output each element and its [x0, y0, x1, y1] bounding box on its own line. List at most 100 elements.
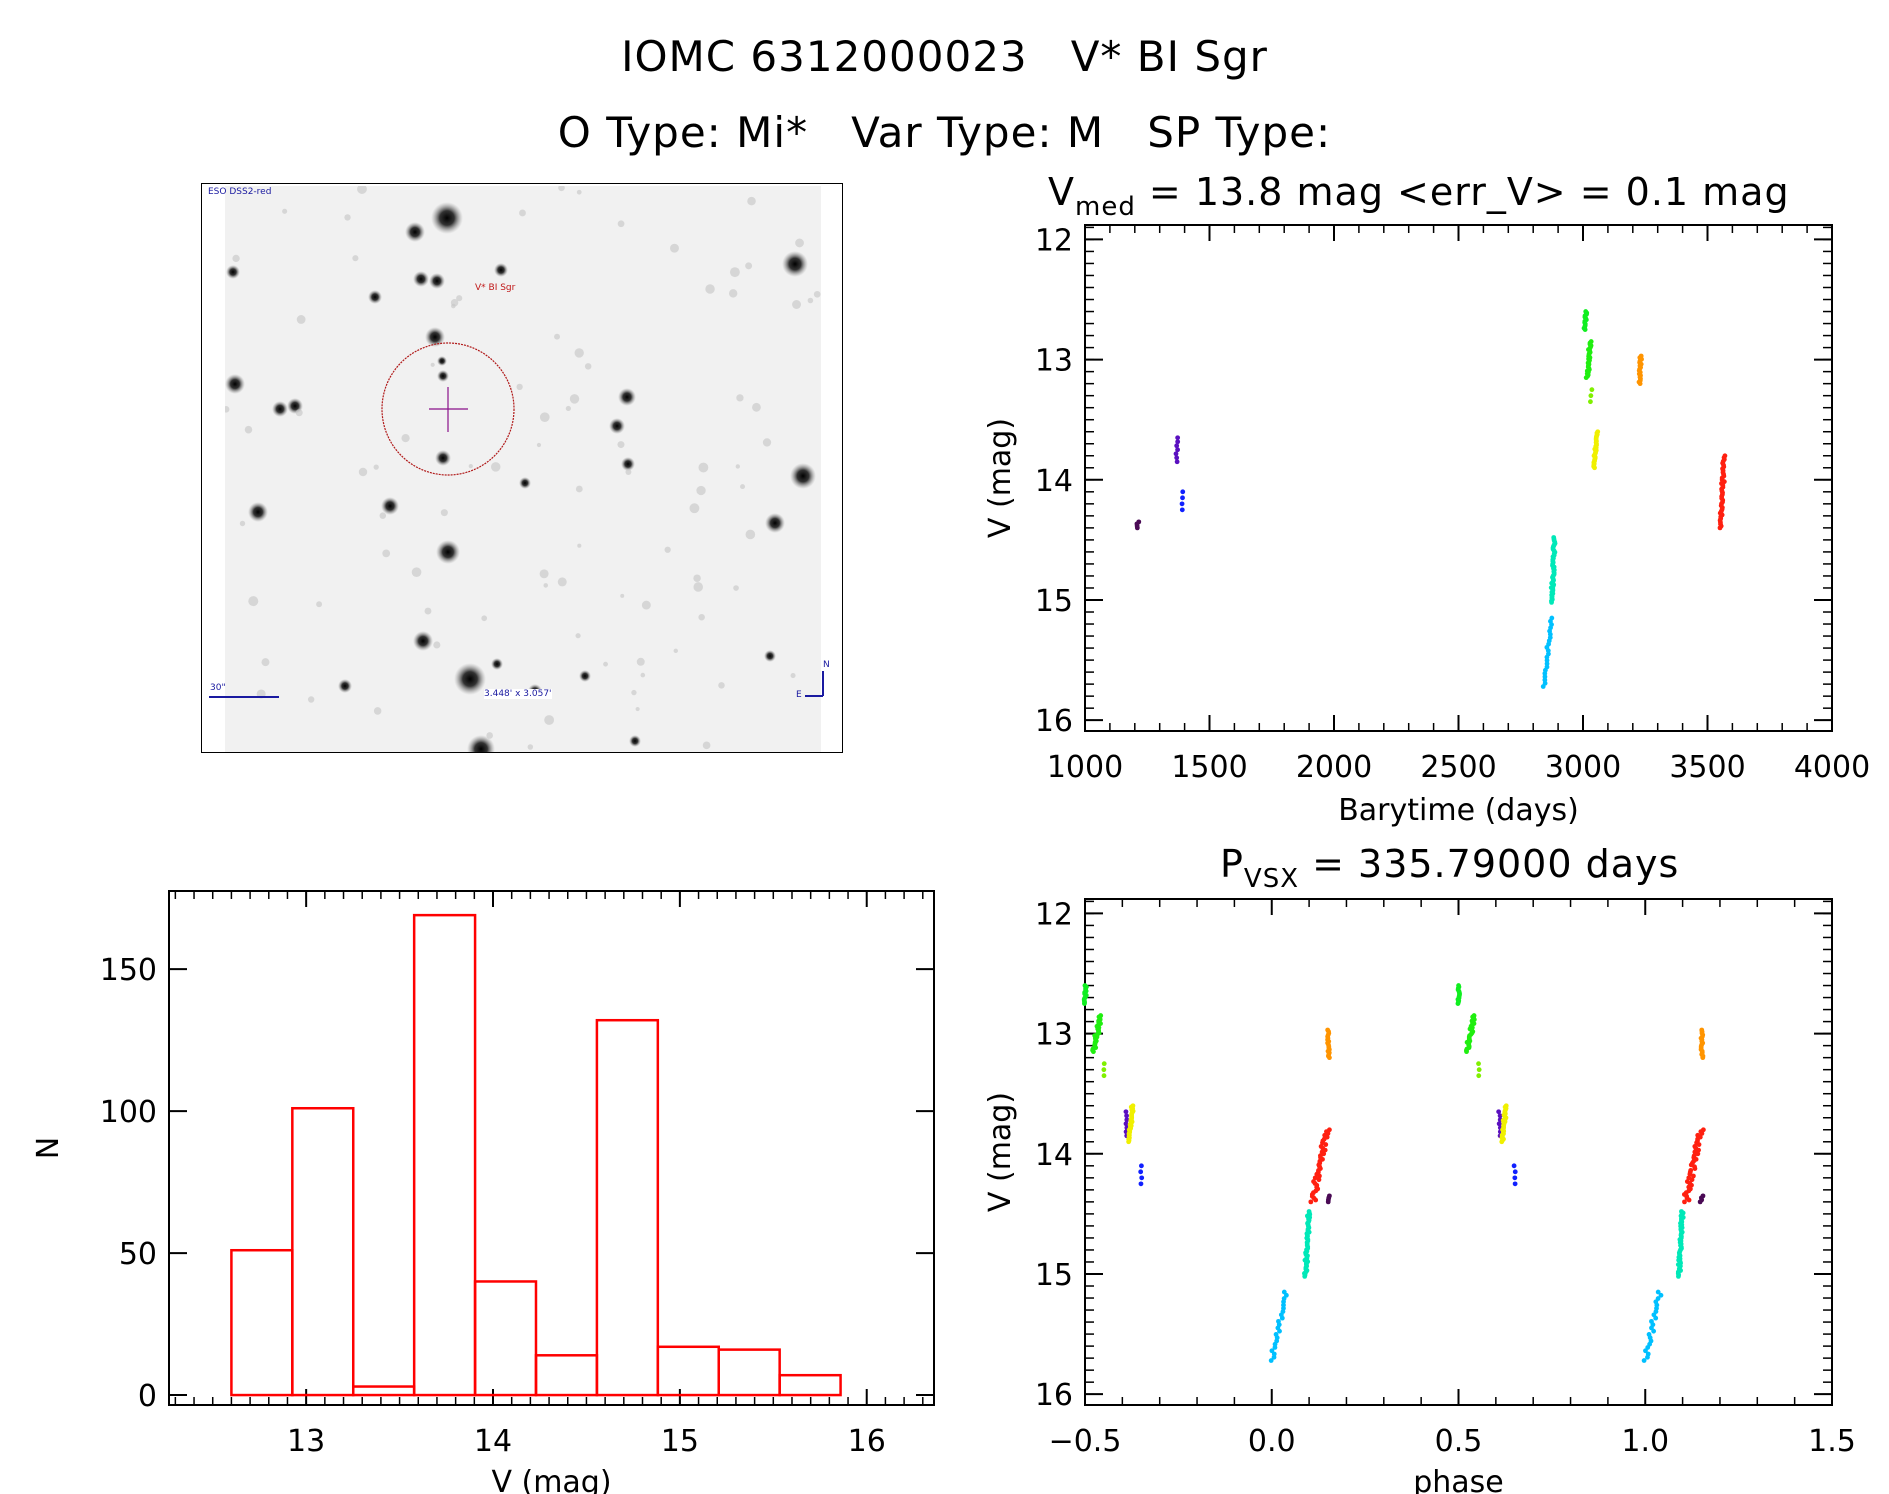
- star: [579, 670, 591, 682]
- star: [431, 202, 463, 234]
- histogram-bar: [351, 1385, 416, 1397]
- data-point: [1464, 1049, 1469, 1055]
- phaseplot-title-p: P: [1220, 842, 1244, 886]
- y-tick-label: 100: [100, 1095, 157, 1130]
- data-point: [1549, 599, 1554, 605]
- faint-star: [718, 682, 725, 689]
- star: [413, 631, 433, 651]
- faint-star: [693, 574, 701, 582]
- data-point: [1101, 1067, 1107, 1073]
- data-point: [1695, 1151, 1701, 1157]
- faint-star: [352, 255, 359, 262]
- data-point: [1174, 459, 1180, 465]
- faint-star: [373, 464, 379, 470]
- faint-star: [440, 509, 448, 517]
- data-point: [1279, 1315, 1285, 1321]
- data-point: [1692, 1166, 1698, 1171]
- histogram-plot: 13 14 15 16 0 50 100 150 V (mag) N: [31, 890, 935, 1494]
- faint-star: [519, 209, 526, 217]
- faint-star: [481, 615, 488, 622]
- star: [782, 251, 808, 277]
- faint-star: [373, 707, 382, 715]
- data-point: [1312, 1175, 1318, 1181]
- faint-star: [752, 402, 761, 412]
- data-point: [1271, 1354, 1277, 1360]
- faint-star: [261, 658, 270, 667]
- y-tick-label: 14: [1035, 464, 1073, 499]
- faint-star: [584, 363, 592, 370]
- faint-star: [728, 289, 738, 298]
- faint-star: [790, 673, 796, 679]
- data-point: [1175, 435, 1181, 441]
- data-point: [1101, 1061, 1107, 1067]
- x-tick-label: 1.0: [1621, 1424, 1669, 1459]
- data-point: [1175, 447, 1180, 453]
- faint-star: [575, 633, 581, 639]
- y-tick-label: 150: [100, 953, 157, 988]
- faint-star: [239, 520, 246, 527]
- data-point: [1180, 489, 1186, 495]
- faint-star: [636, 657, 645, 666]
- data-point: [1179, 501, 1185, 507]
- lightcurve-plot: 1000 1500 2000 2500 3000 3500 4000 12 13 14 15 16 Ba…: [983, 223, 1870, 828]
- star: [454, 663, 486, 695]
- histogram-bar: [656, 1345, 720, 1397]
- data-point: [1512, 1181, 1518, 1187]
- star: [790, 463, 816, 489]
- x-tick-label: 13: [287, 1424, 325, 1459]
- data-point: [1091, 1049, 1096, 1055]
- data-point: [1175, 439, 1181, 445]
- faint-star: [635, 706, 640, 712]
- data-point: [1123, 1109, 1129, 1115]
- data-point: [1653, 1315, 1659, 1321]
- data-point: [1643, 1348, 1648, 1354]
- histogram-bar: [230, 1248, 294, 1397]
- data-point: [1476, 1073, 1482, 1079]
- star: [764, 650, 776, 662]
- faint-star: [244, 425, 253, 434]
- faint-star: [729, 267, 740, 278]
- y-tick-label: 14: [1035, 1138, 1073, 1173]
- data-point: [1134, 525, 1140, 531]
- faint-star: [450, 298, 459, 307]
- faint-star: [625, 469, 632, 475]
- data-point: [1316, 1177, 1322, 1183]
- phaseplot-title-sub: VSX: [1243, 864, 1300, 894]
- x-tick-label: 16: [848, 1424, 886, 1459]
- x-tick-label: 4000: [1794, 750, 1870, 785]
- data-point: [1690, 1173, 1696, 1179]
- faint-star: [232, 254, 240, 263]
- faint-star: [762, 438, 772, 447]
- faint-star: [577, 543, 582, 548]
- lightcurve-title-v: V: [1048, 170, 1075, 214]
- y-tick-label: 13: [1035, 1018, 1073, 1053]
- north-label: N: [823, 660, 830, 670]
- faint-star: [456, 295, 463, 302]
- x-tick-label: 1000: [1047, 750, 1123, 785]
- faint-star: [792, 300, 802, 309]
- data-point: [1124, 1113, 1129, 1119]
- data-point: [1179, 507, 1185, 513]
- east-arrow-icon: [805, 695, 823, 697]
- histogram-bar: [534, 1354, 599, 1397]
- data-point: [1496, 1109, 1502, 1115]
- faint-star: [295, 409, 303, 417]
- faint-star: [733, 585, 739, 591]
- data-point: [1717, 525, 1723, 531]
- star: [437, 356, 447, 366]
- data-point: [1082, 1001, 1087, 1006]
- star: [621, 457, 635, 471]
- x-tick-label: −0.5: [1049, 1424, 1122, 1459]
- star: [491, 658, 503, 670]
- sky-image: [225, 186, 821, 752]
- data-point: [1588, 399, 1593, 405]
- faint-star: [664, 546, 671, 553]
- data-point: [1323, 1142, 1329, 1147]
- faint-star: [673, 648, 678, 654]
- faint-star: [379, 512, 387, 519]
- data-point: [1180, 495, 1185, 501]
- star-field: [225, 186, 821, 752]
- data-point: [1496, 1121, 1502, 1127]
- faint-star: [603, 661, 608, 667]
- y-tick-label: 50: [119, 1237, 157, 1272]
